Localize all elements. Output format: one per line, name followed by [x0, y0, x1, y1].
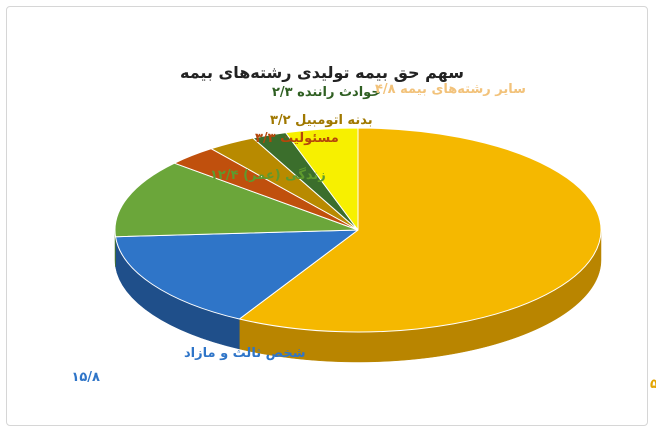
slice-4-label: بدنه اتومبیل ۳/۲	[270, 113, 373, 128]
slice-1	[115, 229, 359, 320]
slice-3-label: مسئولیت ۳/۳	[255, 131, 339, 146]
slice-2	[114, 162, 359, 238]
slice-1-label-value: ۱۵/۸	[71, 370, 100, 385]
slice-6-label: سایر رشته‌های بیمه ۴/۸	[375, 82, 526, 97]
slice-2-label: زندگی (عمر) ۱۲/۴	[210, 167, 326, 183]
data-labels: درمان ۵۸/۰ شخص ثالث و مازاد ۱۵/۸ زندگی (عمر…	[71, 82, 656, 392]
slice-0	[238, 127, 602, 333]
slice-6	[285, 127, 359, 231]
slice-1-label-name: شخص ثالث و مازاد	[184, 346, 306, 361]
slice-0-label: درمان ۵۸/۰	[650, 377, 656, 392]
slice-5-label: حوادث راننده ۲/۳	[272, 85, 381, 100]
pie-slices	[114, 127, 602, 333]
chart-title: سهم حق بیمه تولیدی رشته‌های بیمه	[180, 63, 464, 82]
